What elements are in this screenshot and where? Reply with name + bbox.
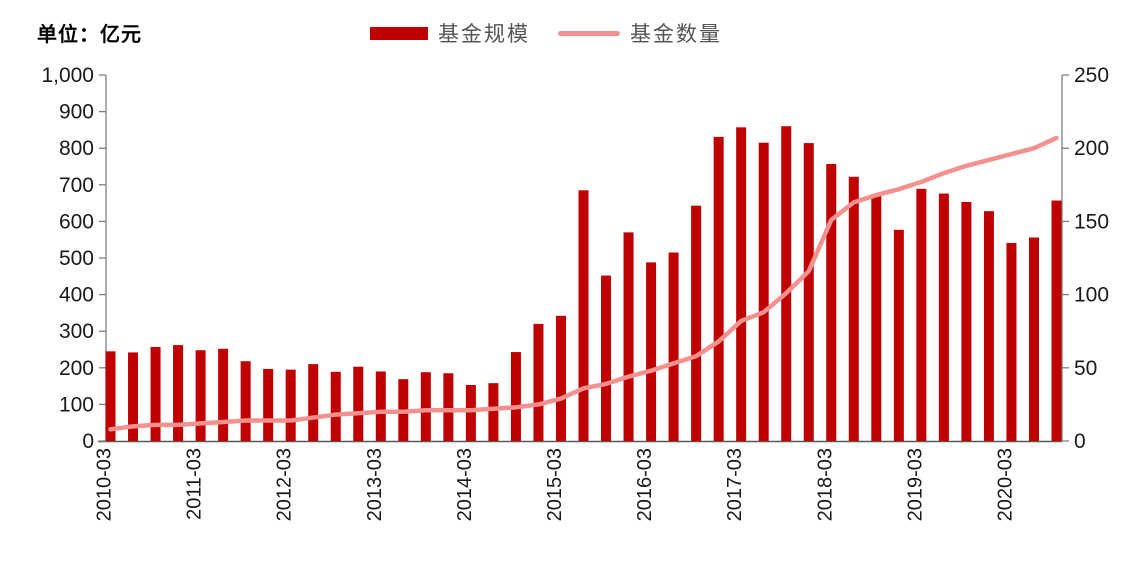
bar-2016-09 [691, 205, 702, 441]
bar-2017-03 [736, 127, 747, 441]
legend-item-fund-count: 基金数量 [558, 18, 722, 48]
bar-2015-09 [601, 275, 612, 441]
bar-2014-09 [510, 352, 521, 441]
legend-label-fund-scale: 基金规模 [438, 22, 530, 46]
bar-2017-09 [781, 126, 792, 442]
unit-label: 单位：亿元 [37, 24, 142, 46]
bar-2016-12 [713, 136, 724, 441]
right-axis-tick-label: 100 [1074, 284, 1109, 307]
x-axis-tick-label: 2017-03 [724, 448, 746, 521]
bar-2020-06 [1028, 237, 1039, 441]
left-axis-tick-label: 0 [82, 430, 94, 453]
bar-2020-09 [1051, 200, 1062, 441]
bar-2011-03 [195, 350, 206, 441]
legend: 基金规模 基金数量 [370, 18, 722, 48]
bar-2015-06 [578, 190, 589, 441]
left-axis-tick-label: 300 [59, 320, 94, 343]
bar-2010-03 [105, 351, 116, 441]
bar-2011-12 [263, 368, 274, 441]
x-axis-tick-label: 2018-03 [814, 448, 836, 521]
bar-2010-06 [128, 352, 139, 441]
bar-2012-09 [330, 371, 341, 441]
x-axis-tick-label: 2020-03 [994, 448, 1016, 521]
bar-2014-06 [488, 383, 499, 441]
bar-2019-06 [938, 193, 949, 441]
bar-2016-03 [646, 262, 657, 441]
bar-2012-12 [353, 366, 364, 441]
x-axis-tick-label: 2011-03 [184, 448, 206, 520]
x-axis-tick-label: 2015-03 [544, 448, 566, 521]
left-axis-tick-label: 200 [59, 357, 94, 380]
bar-2020-03 [1006, 242, 1017, 441]
bar-2018-12 [893, 229, 904, 441]
left-axis-tick-label: 400 [59, 284, 94, 307]
bar-2014-03 [465, 385, 476, 441]
left-axis-tick-label: 100 [59, 393, 94, 416]
bar-2016-06 [668, 252, 679, 441]
bar-2018-03 [826, 163, 837, 442]
x-axis-tick-label: 2016-03 [634, 448, 656, 521]
bar-2010-09 [150, 346, 161, 441]
right-axis-tick-label: 0 [1074, 430, 1086, 453]
bar-2013-09 [420, 372, 431, 441]
bar-2012-06 [308, 364, 319, 441]
bar-2011-06 [218, 348, 229, 441]
bar-2019-09 [961, 202, 972, 441]
bar-2013-12 [443, 373, 454, 441]
left-axis-tick-label: 500 [59, 247, 94, 270]
right-axis-tick-label: 50 [1074, 357, 1097, 380]
fund-scale-bar-swatch-icon [370, 26, 428, 40]
x-axis-tick-label: 2013-03 [364, 448, 386, 521]
bar-2010-12 [173, 345, 184, 441]
bar-2017-12 [803, 143, 814, 442]
left-axis-tick-label: 1,000 [41, 64, 94, 87]
left-axis-tick-label: 600 [59, 210, 94, 233]
legend-item-fund-scale: 基金规模 [370, 18, 530, 48]
bar-2013-03 [375, 371, 386, 441]
left-axis-tick-label: 900 [59, 101, 94, 124]
fund-count-line-swatch-icon [558, 30, 620, 36]
left-axis-tick-label: 800 [59, 137, 94, 160]
bar-2018-06 [848, 176, 859, 442]
right-axis-tick-label: 150 [1074, 210, 1109, 233]
right-axis-tick-label: 200 [1074, 137, 1109, 160]
bar-2018-09 [871, 195, 882, 441]
bar-2015-03 [555, 315, 566, 441]
bar-2012-03 [285, 369, 296, 441]
bar-2019-03 [916, 188, 927, 441]
x-axis-tick-label: 2014-03 [454, 448, 476, 521]
bar-2015-12 [623, 232, 634, 441]
bar-2019-12 [983, 211, 994, 441]
bar-2017-06 [758, 142, 769, 441]
x-axis-tick-label: 2010-03 [94, 448, 116, 521]
bar-2014-12 [533, 323, 544, 441]
fund-count-line [108, 135, 1059, 432]
legend-label-fund-count: 基金数量 [630, 22, 722, 46]
x-axis-tick-label: 2019-03 [904, 448, 926, 521]
right-axis-tick-label: 250 [1074, 64, 1109, 87]
x-axis-tick-label: 2012-03 [274, 448, 296, 521]
bar-2011-09 [240, 361, 251, 441]
left-axis-tick-label: 700 [59, 174, 94, 197]
